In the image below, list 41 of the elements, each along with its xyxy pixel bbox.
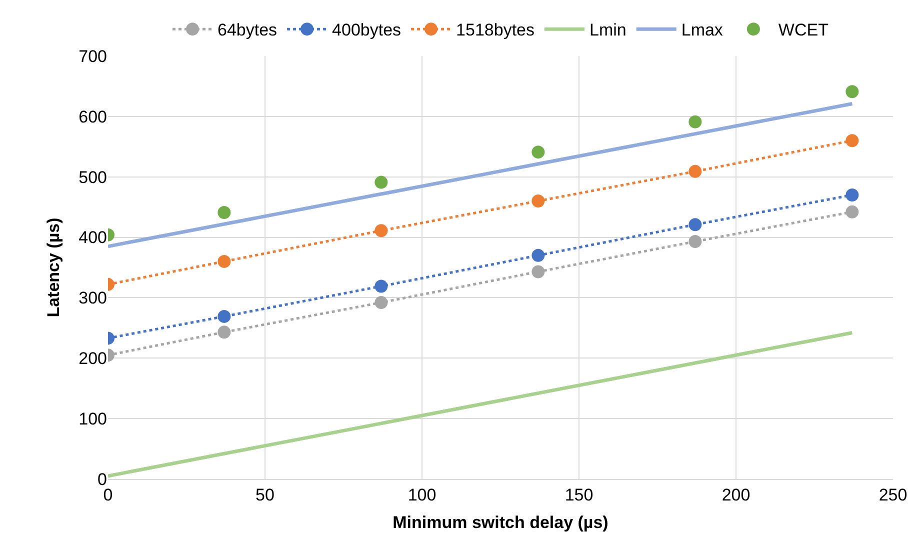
- y-tick-label: 400: [78, 228, 107, 248]
- legend-label: 1518bytes: [456, 20, 534, 40]
- legend-label: Lmin: [590, 20, 626, 40]
- point: [374, 296, 388, 310]
- point: [218, 310, 231, 323]
- x-axis-title: Minimum switch delay (µs): [392, 512, 608, 532]
- point: [374, 224, 388, 238]
- point: [218, 254, 231, 268]
- legend-label: 64bytes: [218, 20, 278, 40]
- legend-label: WCET: [778, 20, 828, 40]
- point: [218, 326, 231, 339]
- x-tick-label: 200: [722, 485, 750, 504]
- point: [846, 85, 859, 98]
- y-tick-label: 600: [78, 107, 107, 126]
- y-axis-title: Latency (µs): [44, 218, 64, 318]
- point: [374, 176, 388, 189]
- y-tick-label: 100: [78, 410, 107, 429]
- legend-label: 400bytes: [332, 20, 402, 40]
- point: [688, 115, 702, 128]
- x-tick-label: 250: [878, 485, 908, 504]
- x-tick-label: 50: [256, 485, 274, 504]
- y-tick-label: 0: [98, 470, 107, 489]
- point: [688, 164, 702, 178]
- point: [374, 280, 388, 293]
- point: [688, 235, 702, 248]
- x-tick-label: 100: [408, 485, 436, 504]
- point: [846, 188, 859, 202]
- point: [532, 265, 545, 278]
- point: [532, 248, 545, 262]
- x-tick-label: 150: [564, 485, 594, 504]
- point: [532, 146, 545, 159]
- y-tick-label: 500: [78, 168, 107, 187]
- legend-label: Lmax: [681, 20, 724, 40]
- y-tick-label: 300: [78, 288, 107, 308]
- y-tick-label: 700: [78, 46, 107, 66]
- point: [846, 205, 859, 218]
- point: [218, 206, 231, 220]
- point: [532, 194, 545, 208]
- point: [688, 218, 702, 232]
- point: [846, 134, 859, 148]
- y-tick-label: 200: [78, 349, 107, 368]
